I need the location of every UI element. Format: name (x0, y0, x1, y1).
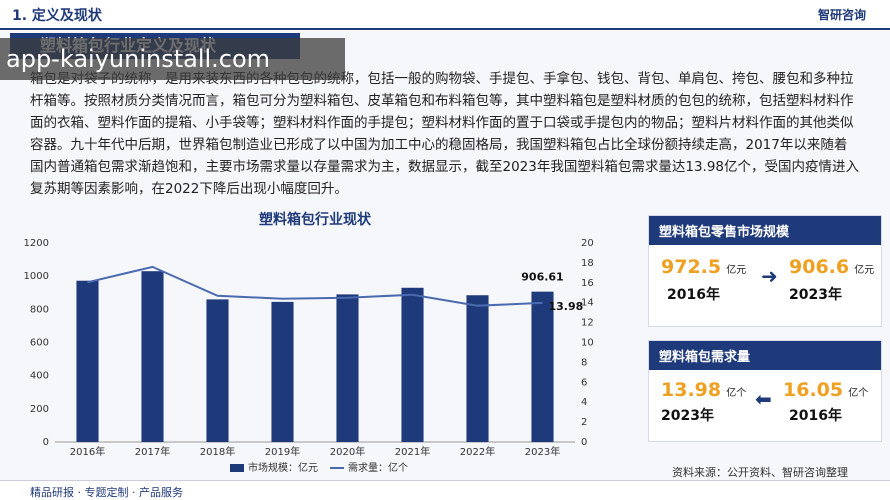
y2-tick-label: 0 (581, 437, 587, 448)
data-label: 13.98 (549, 300, 584, 313)
bar (76, 280, 99, 442)
x-tick-label: 2018年 (200, 445, 235, 458)
x-tick-label: 2019年 (265, 445, 300, 458)
y2-tick-label: 14 (581, 298, 594, 309)
y2-tick-label: 2 (581, 417, 587, 428)
card-unit: 亿元 (854, 265, 875, 276)
card-value: 13.98 (661, 379, 722, 401)
card-year: 2023年 (661, 408, 714, 424)
card-value: 16.05 (783, 379, 844, 401)
legend-label: 需求量：亿个 (348, 461, 408, 474)
footer-right: 资料来源：公开资料、智研咨询整理 (672, 466, 848, 479)
line (87, 265, 543, 307)
x-tick-label: 2016年 (70, 445, 105, 458)
card-unit: 亿个 (726, 388, 747, 399)
card-year: 2023年 (789, 287, 842, 303)
bar (206, 299, 229, 442)
y-tick-label: 800 (30, 304, 49, 315)
y2-tick-label: 6 (581, 377, 587, 388)
x-tick-label: 2023年 (525, 445, 560, 458)
card-unit: 亿元 (726, 265, 747, 276)
bar (531, 291, 554, 442)
y2-tick-label: 18 (581, 258, 594, 269)
bar (336, 294, 359, 442)
legend-swatch (230, 464, 244, 472)
bar (466, 295, 489, 442)
y2-tick-label: 12 (581, 318, 594, 329)
bar (271, 301, 294, 442)
y-tick-label: 1000 (24, 271, 49, 282)
y-tick-label: 0 (43, 437, 49, 448)
card-year: 2016年 (789, 408, 842, 424)
y2-tick-label: 10 (581, 338, 594, 349)
arrow: ➜ (761, 264, 778, 288)
card-value: 972.5 (661, 256, 722, 278)
y2-tick-label: 8 (581, 357, 587, 368)
data-label: 906.61 (521, 271, 563, 284)
logo: 智研咨询 (818, 8, 867, 22)
x-tick-label: 2021年 (395, 445, 430, 458)
y-tick-label: 400 (30, 371, 49, 382)
arrow: ⬅ (755, 387, 772, 411)
header (0, 0, 890, 30)
y2-tick-label: 16 (581, 278, 594, 289)
card: 塑料箱包零售市场规模 972.5 亿元 2016年 ➜ 906.6 亿元 202… (648, 215, 882, 327)
paragraph: 箱包是对袋子的统称，是用来装东西的各种包包的统称，包括一般的购物袋、手提包、手拿… (30, 71, 860, 197)
card-year: 2016年 (667, 287, 720, 303)
y-tick-label: 600 (30, 338, 49, 349)
card-unit: 亿个 (848, 388, 869, 399)
footer (0, 480, 890, 500)
x-tick-label: 2017年 (135, 445, 170, 458)
card-title: 塑料箱包需求量 (649, 341, 881, 370)
card-title: 塑料箱包零售市场规模 (649, 216, 881, 245)
chart: 塑料箱包行业现状 0 200 400 600 800 1000 1200 0 2 4 6 8 10 12 1… (24, 211, 594, 474)
x-tick-label: 2020年 (330, 445, 365, 458)
y2-tick-label: 20 (581, 238, 594, 249)
card: 塑料箱包需求量 13.98 亿个 2023年 ⬅ 16.05 亿个 2016年 (648, 340, 882, 442)
legend-label: 市场规模：亿元 (248, 461, 318, 474)
x-tick-label: 2022年 (460, 445, 495, 458)
y-tick-label: 200 (30, 404, 49, 415)
y-tick-label: 1200 (24, 238, 49, 249)
card-value: 906.6 (789, 256, 850, 278)
bar (141, 271, 164, 442)
chart-title: 塑料箱包行业现状 (259, 211, 372, 228)
footer-left: 精品研报 · 专题定制 · 产品服务 (30, 486, 183, 499)
y2-tick-label: 4 (581, 397, 587, 408)
bar (401, 287, 424, 442)
watermark: app-kaiyuninstall.com (0, 38, 345, 80)
section-title: 1. 定义及现状 (12, 8, 102, 24)
